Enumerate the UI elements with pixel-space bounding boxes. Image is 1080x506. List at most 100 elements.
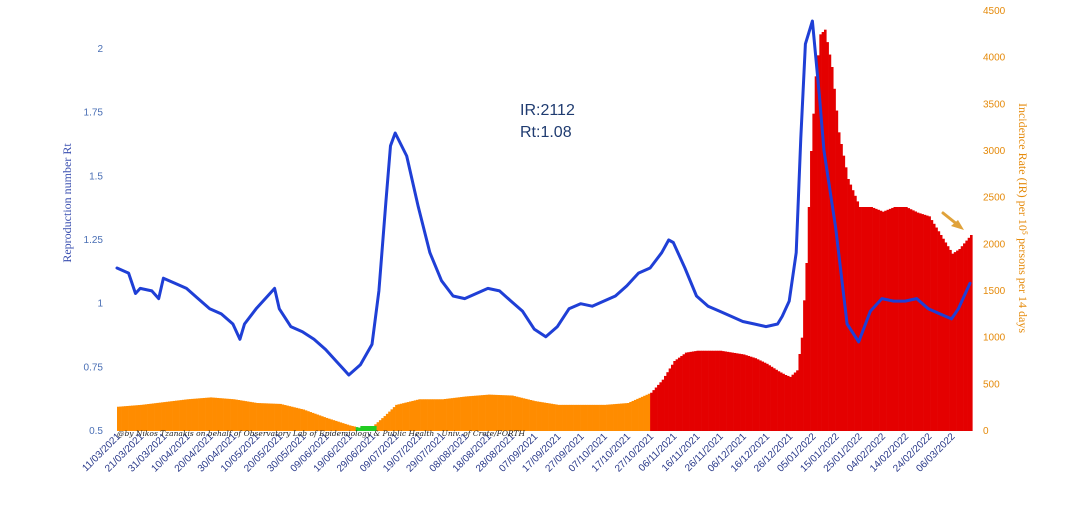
ir-bar <box>263 403 266 431</box>
ir-bar <box>578 404 581 431</box>
ir-bar <box>895 207 899 431</box>
ir-bar <box>872 207 876 431</box>
y-axis-right-label: Incidence Rate (IR) per 10⁵ persons per … <box>1016 103 1030 333</box>
ir-bar <box>439 399 442 431</box>
ir-bar <box>659 382 663 431</box>
ir-bar <box>596 404 600 431</box>
ir-bar <box>545 403 549 431</box>
ir-bar <box>487 394 491 431</box>
ir-bar <box>939 235 943 431</box>
ir-bar <box>242 400 245 431</box>
ir-bar <box>494 394 498 431</box>
ir-bar <box>675 359 679 431</box>
ir-bar <box>214 397 217 431</box>
ir-bar <box>142 404 146 431</box>
ir-bar <box>390 409 394 431</box>
ir-bar <box>958 249 962 431</box>
ir-bar <box>640 396 644 431</box>
y-left-tick-label: 1 <box>97 299 103 310</box>
ir-bar <box>814 76 818 431</box>
y-right-tick-label: 3000 <box>983 146 1006 157</box>
ir-bar <box>710 350 714 431</box>
ir-bar <box>555 404 558 431</box>
ir-bar <box>573 404 577 431</box>
ir-bar <box>826 42 829 432</box>
ir-bar <box>205 397 208 431</box>
ir-bar <box>796 370 799 431</box>
ir-bar <box>673 361 676 431</box>
ir-bar <box>960 246 964 431</box>
ir-bar <box>645 394 649 431</box>
ir-bar <box>513 396 516 431</box>
ir-bar <box>666 372 669 431</box>
ir-bar <box>861 207 864 431</box>
ir-bar <box>932 223 936 431</box>
ir-bar <box>376 422 380 431</box>
ir-bar <box>863 207 866 431</box>
ir-bar <box>728 352 732 431</box>
ir-bar <box>684 352 688 431</box>
y-right-tick-label: 2000 <box>983 239 1006 250</box>
ir-bar <box>524 398 528 431</box>
ir-bar <box>130 405 134 431</box>
ir-bar <box>650 392 653 431</box>
ir-bar <box>912 210 915 431</box>
ir-bar <box>745 355 748 431</box>
ir-bar <box>888 208 892 431</box>
ir-bar <box>283 405 287 431</box>
ir-bar <box>772 368 776 431</box>
ir-bar <box>647 393 651 431</box>
ir-bar <box>810 151 813 431</box>
ir-bar <box>506 395 510 431</box>
ir-bar <box>161 402 164 431</box>
ir-bar <box>177 400 180 431</box>
y-left-tick-label: 2 <box>97 44 103 55</box>
ir-bar <box>571 404 574 431</box>
ir-bar <box>413 400 417 431</box>
y-left-tick-label: 1.5 <box>89 171 103 182</box>
ir-bar <box>121 406 125 431</box>
ir-bar <box>341 423 345 431</box>
ir-bar <box>167 401 171 431</box>
ir-bar <box>534 401 537 431</box>
ir-bar <box>963 243 966 431</box>
ir-bar <box>221 398 224 431</box>
ir-bar <box>409 401 412 431</box>
ir-bar <box>332 420 336 431</box>
ir-bar <box>833 88 836 431</box>
ir-bar <box>770 366 774 431</box>
ir-bar <box>272 403 275 431</box>
ir-bar <box>429 399 433 431</box>
ir-bar <box>566 404 570 431</box>
ir-bar <box>930 220 934 431</box>
ir-bar <box>499 395 503 431</box>
ir-bar <box>828 54 832 432</box>
ir-bar <box>464 396 468 431</box>
ir-bar <box>179 400 183 431</box>
ir-bar <box>680 355 683 431</box>
ir-bar <box>455 397 459 431</box>
ir-bar <box>327 418 331 431</box>
y-right-tick-label: 3500 <box>983 99 1006 110</box>
ir-bar <box>884 210 887 431</box>
ir-bar <box>559 404 563 431</box>
ir-bar <box>742 354 746 431</box>
ir-bar <box>126 405 129 431</box>
ir-bar <box>898 207 901 431</box>
ir-bar <box>117 406 120 431</box>
ir-bar <box>406 402 410 431</box>
ir-bar <box>276 403 280 431</box>
ir-bar <box>735 353 739 431</box>
ir-bar <box>165 401 169 431</box>
ir-bar <box>520 397 523 431</box>
ir-bar <box>664 375 667 431</box>
ir-bar <box>847 179 850 431</box>
ir-bar <box>907 208 911 431</box>
ir-bar <box>575 404 579 431</box>
ir-bar <box>460 397 463 431</box>
ir-bar <box>163 402 166 431</box>
ir-bar <box>397 404 401 431</box>
ir-bar <box>288 406 292 431</box>
ir-bar <box>480 395 484 431</box>
ir-bar <box>821 32 825 431</box>
